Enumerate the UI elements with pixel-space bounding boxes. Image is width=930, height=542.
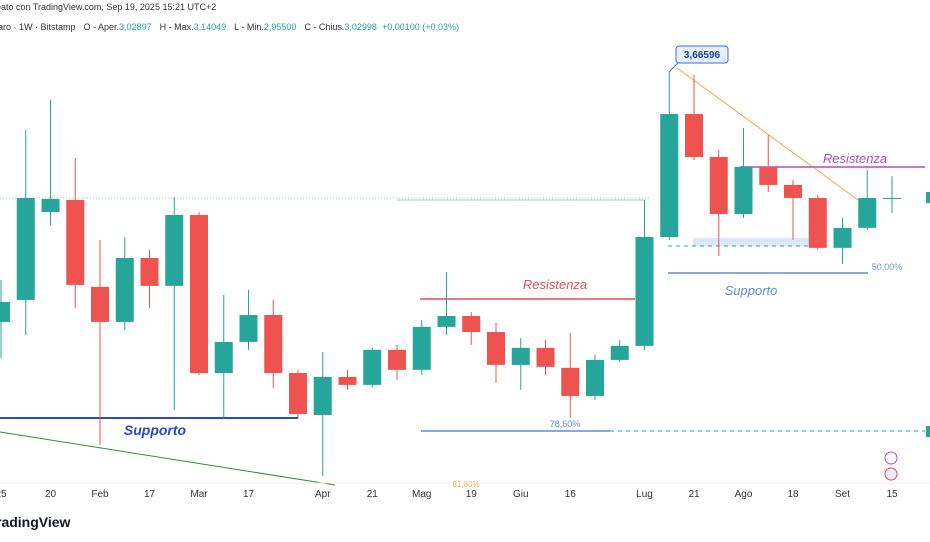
ohlc-label: L - Min. [234, 22, 264, 32]
x-tick-label: Lug [636, 489, 653, 500]
candle-body [66, 199, 85, 285]
event-icon[interactable] [884, 451, 898, 465]
annotation: 61,80% [452, 480, 479, 489]
candle-body [685, 114, 703, 157]
watermark: radingView [0, 514, 71, 530]
candle-body [462, 315, 481, 333]
annotation: 78,60% [550, 419, 581, 429]
x-tick-label: Feb [91, 489, 109, 500]
x-tick-label: 21 [688, 489, 700, 500]
change: +0,00100 (+0,03%) [382, 22, 459, 32]
x-tick-label: 15 [886, 489, 898, 500]
candle-body [437, 315, 456, 327]
x-tick-label: 18 [787, 489, 799, 500]
candle-body [660, 114, 679, 237]
ohlc-value: 3,14049 [194, 22, 227, 32]
x-tick-label: Ago [735, 489, 753, 500]
callout-pointer [668, 62, 679, 73]
candle-body [883, 197, 901, 199]
x-tick-label: Apr [315, 489, 331, 500]
candle-body [91, 286, 109, 322]
candle-body [0, 301, 10, 322]
candle-body [239, 314, 258, 342]
candle-body [561, 367, 580, 396]
candle-body [140, 257, 159, 286]
annotation: 50,00% [872, 262, 903, 272]
candle-body [734, 166, 753, 215]
candle-body [586, 359, 604, 396]
candle-body [610, 345, 629, 360]
x-tick-label: 21 [367, 489, 379, 500]
candle-body [487, 332, 505, 365]
ohlc-label: O - Aper. [84, 22, 120, 32]
candle-body [214, 341, 233, 373]
candle-body [264, 314, 283, 373]
candle-body [759, 166, 778, 185]
credit: eato con TradingView.com, Sep 19, 2025 1… [0, 2, 216, 12]
candle-body [165, 215, 184, 286]
symbol: laro · 1W · Bitstamp [0, 22, 76, 32]
candle-body [511, 347, 530, 365]
ohlc-label: C - Chius. [304, 22, 344, 32]
candle-body [808, 197, 827, 248]
candle-body [635, 236, 654, 346]
candle-body [388, 349, 406, 370]
annotation: Supporto [725, 283, 778, 298]
x-tick-label: 17 [144, 489, 156, 500]
annotation: Resistenza [523, 277, 587, 292]
annotation: Supporto [124, 422, 187, 438]
ohlc-value: 3,02897 [119, 22, 152, 32]
candle-body [115, 257, 134, 322]
candle-body [784, 184, 802, 198]
x-tick-label: 25 [0, 489, 7, 500]
x-tick-label: Mar [190, 489, 208, 500]
x-tick-label: Mag [412, 489, 431, 500]
price-tag [926, 426, 930, 437]
candle-body [16, 197, 35, 300]
ohlc-value: 2,95500 [264, 22, 297, 32]
annotation: 3,66596 [684, 50, 721, 61]
ohlc-value: 3,02998 [344, 22, 377, 32]
candle-body [41, 198, 60, 213]
x-tick-label: 19 [466, 489, 478, 500]
price-tag [926, 192, 930, 203]
x-tick-label: 20 [45, 489, 57, 500]
candle-body [289, 372, 307, 414]
trend-line [676, 67, 859, 201]
zone [693, 238, 810, 246]
candle-body [313, 376, 332, 415]
annotation: Resistenza [823, 151, 887, 166]
x-tick-label: Set [835, 489, 850, 500]
event-icon[interactable] [884, 467, 898, 481]
ohlc-label: H - Max. [160, 22, 194, 32]
candle-body [412, 326, 431, 370]
candle-body [536, 347, 555, 367]
callout [675, 45, 729, 64]
candle-body [858, 197, 877, 228]
candle-body [338, 376, 357, 385]
x-tick-label: 16 [565, 489, 577, 500]
symbol-header: laro · 1W · Bitstamp O - Aper.3,02897 H - … [0, 22, 459, 32]
x-tick-label: 17 [243, 489, 255, 500]
candle-body [363, 349, 382, 385]
trend-line [0, 431, 336, 486]
x-tick-label: Giu [513, 489, 529, 500]
candle-body [190, 215, 208, 373]
candle-body [709, 156, 728, 215]
candle-body [833, 227, 852, 248]
